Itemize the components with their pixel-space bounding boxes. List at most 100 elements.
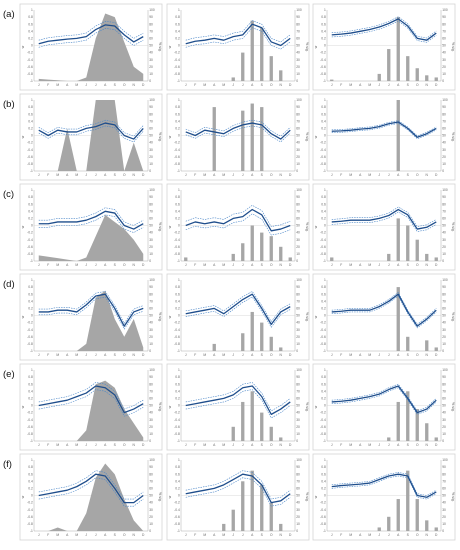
y-tick-left: -0.8 [27,522,33,526]
y-tick-left: 0.8 [175,15,180,19]
x-tick-month: A [359,533,362,537]
series-line [331,293,437,327]
y-tick-right: 100 [442,98,448,102]
y-tick-left: -1 [323,259,326,263]
y-tick-left: 0.8 [175,105,180,109]
y-tick-left: 0.4 [175,299,180,303]
x-tick-month: A [251,533,254,537]
y-tick-left: 0.2 [175,487,180,491]
x-tick-month: A [104,443,107,447]
sig-bar [377,73,381,81]
y-tick-left: -1 [30,349,33,353]
y-tick-right: 10 [149,432,153,436]
x-tick-month: A [66,263,69,267]
x-tick-month: J [242,443,244,447]
sig-bar [269,502,273,531]
y-tick-left: 0 [324,134,326,138]
x-tick-month: D [435,353,438,357]
x-tick-month: J [85,443,87,447]
y-tick-left: 0 [31,134,33,138]
y-tick-left: -1 [30,439,33,443]
y-tick-right: 60 [149,127,153,131]
series-line [38,473,144,504]
band-lower [185,125,291,143]
y-axis-title-right: % sig. [158,222,162,232]
y-tick-left: -1 [323,349,326,353]
panel-frame [166,273,310,361]
x-tick-month: J [232,353,234,357]
y-axis-title-right: % sig. [305,402,309,412]
y-tick-right: 90 [442,105,446,109]
series-line [38,385,144,414]
y-tick-right: 20 [149,65,153,69]
x-tick-month: O [270,533,273,537]
x-tick-month: S [261,353,264,357]
y-tick-left: -0.2 [174,141,180,145]
band-lower [38,477,144,507]
y-tick-left: 0.6 [28,292,33,296]
x-tick-month: A [251,263,254,267]
sig-bar [434,257,438,261]
y-axis-title-right: % sig. [158,402,162,412]
sig-bar [231,77,235,81]
sig-bar [279,70,283,81]
y-tick-right: 10 [149,342,153,346]
y-tick-right: 80 [442,382,446,386]
sig-area [38,463,144,531]
y-tick-right: 70 [296,479,300,483]
y-tick-right: 20 [296,425,300,429]
y-tick-left: 1 [178,188,180,192]
x-tick-month: M [56,353,59,357]
x-tick-month: J [85,173,87,177]
x-tick-month: J [95,173,97,177]
sig-bar [269,56,273,81]
x-tick-month: J [378,353,380,357]
x-tick-month: F [340,443,342,447]
y-axis-title-left: w [21,495,25,498]
y-tick-left: -1 [30,259,33,263]
y-tick-right: 30 [149,58,153,62]
y-tick-left: -0.6 [27,335,33,339]
series-line [331,121,437,138]
y-tick-left: 0 [31,224,33,228]
y-tick-right: 20 [296,155,300,159]
y-tick-left: -0.4 [174,238,180,242]
x-tick-month: M [222,263,225,267]
y-tick-left: 0.2 [321,397,326,401]
y-tick-right: 50 [296,314,300,318]
x-tick-month: N [280,263,283,267]
x-tick-month: N [133,263,136,267]
x-tick-month: M [75,443,78,447]
band-upper [38,21,144,41]
series-line [331,18,437,41]
y-tick-left: 0 [178,224,180,228]
series-line [185,122,291,140]
y-tick-left: 0 [324,44,326,48]
y-tick-right: 60 [442,37,446,41]
y-axis-title-left: w [21,135,25,138]
y-tick-right: 10 [296,252,300,256]
series-line [185,385,291,416]
y-tick-right: 100 [296,8,302,12]
x-tick-month: J [38,83,40,87]
y-tick-right: 80 [296,22,300,26]
y-tick-left: 1 [31,458,33,462]
series-line [38,24,144,45]
y-tick-right: 40 [296,141,300,145]
series-line [331,208,437,230]
y-tick-right: 10 [296,162,300,166]
x-tick-month: D [435,263,438,267]
y-tick-right: 50 [442,134,446,138]
y-tick-right: 90 [149,105,153,109]
y-tick-right: 0 [296,169,298,173]
series-line [38,122,144,140]
y-tick-left: -0.4 [174,328,180,332]
y-tick-right: 20 [296,515,300,519]
band-upper [38,470,144,500]
y-tick-left: 0.6 [321,472,326,476]
x-tick-month: S [407,83,410,87]
y-tick-left: 0.4 [175,389,180,393]
x-tick-month: M [349,353,352,357]
y-axis-title-right: % sig. [158,132,162,142]
sig-area [38,13,144,81]
